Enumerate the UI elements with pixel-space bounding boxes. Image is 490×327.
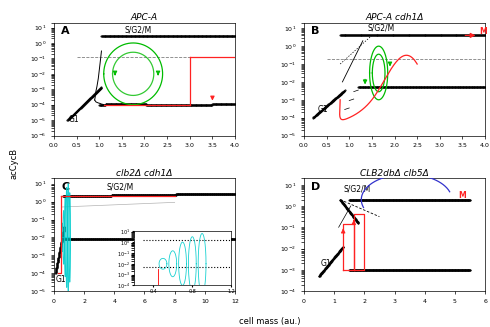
Text: S/G2/M: S/G2/M xyxy=(107,182,134,191)
Title: clb2Δ cdh1Δ: clb2Δ cdh1Δ xyxy=(116,169,172,178)
Text: S/G2/M: S/G2/M xyxy=(343,184,370,193)
Text: B: B xyxy=(311,26,319,36)
Legend: 200 min, 150 min, 120 min, 90 min: 200 min, 150 min, 120 min, 90 min xyxy=(352,29,404,77)
Text: G1: G1 xyxy=(320,259,331,268)
Title: APC-A: APC-A xyxy=(131,13,158,22)
Text: A: A xyxy=(61,26,70,36)
Text: D: D xyxy=(311,182,320,192)
Text: M: M xyxy=(458,191,466,199)
Text: M: M xyxy=(480,27,488,37)
Title: APC-A cdh1Δ: APC-A cdh1Δ xyxy=(366,13,424,22)
Text: cell mass (au.): cell mass (au.) xyxy=(239,317,300,326)
Text: C: C xyxy=(61,182,69,192)
Text: G1: G1 xyxy=(56,276,66,284)
Text: S/G2/M: S/G2/M xyxy=(368,23,394,32)
Text: S/G2/M: S/G2/M xyxy=(124,25,151,34)
Text: G1: G1 xyxy=(318,105,328,114)
Text: acCycB: acCycB xyxy=(10,148,19,179)
Title: CLB2dbΔ clb5Δ: CLB2dbΔ clb5Δ xyxy=(360,169,429,178)
Text: G1: G1 xyxy=(69,115,79,124)
